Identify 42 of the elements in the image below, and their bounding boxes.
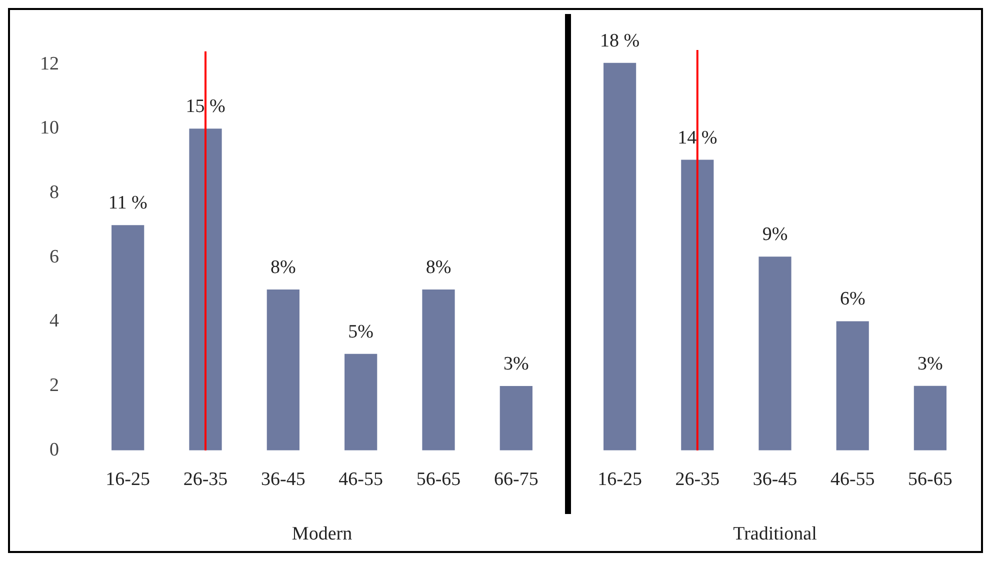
y-tick-label: 0	[50, 439, 59, 460]
x-tick-label: 56-65	[416, 468, 461, 490]
annotation: 11 %	[108, 192, 148, 214]
annotation: 3%	[918, 353, 944, 374]
y-tick-label: 10	[40, 118, 59, 139]
y-tick-label: 4	[50, 310, 60, 332]
x-axis-title: Modern	[292, 524, 353, 545]
x-tick-label: 26-35	[675, 468, 720, 490]
bar	[344, 354, 378, 450]
annotation: 8%	[426, 256, 452, 278]
annotation: 15 %	[186, 96, 226, 118]
annotation: 14 %	[678, 127, 718, 148]
annotation: 6%	[840, 288, 866, 310]
annotation: 5%	[348, 321, 374, 342]
bar	[836, 321, 869, 450]
bar	[758, 256, 792, 450]
x-tick-label: 46-55	[830, 468, 875, 490]
annotation: 18 %	[600, 30, 640, 52]
x-tick-label: 66-75	[494, 468, 538, 490]
bar	[266, 290, 300, 450]
x-tick-label: 26-35	[183, 468, 228, 490]
annotation: 8%	[270, 256, 296, 278]
annotation: 3%	[504, 354, 530, 375]
x-axis-title: Traditional	[733, 524, 817, 545]
y-tick-label: 12	[40, 53, 59, 74]
bar	[422, 290, 455, 450]
x-tick-label: 36-45	[261, 468, 306, 490]
y-tick-label: 2	[50, 375, 59, 396]
x-tick-label: 36-45	[752, 468, 798, 490]
x-tick-label: 56-65	[908, 468, 952, 490]
x-tick-label: 16-25	[598, 468, 642, 490]
x-tick-label: 46-55	[338, 468, 383, 490]
bar	[112, 225, 144, 450]
x-tick-label: 16-25	[106, 468, 150, 490]
bar	[500, 386, 532, 450]
annotation: 9%	[762, 224, 788, 246]
bar	[681, 160, 714, 450]
y-tick-label: 8	[50, 182, 59, 203]
bar	[914, 386, 946, 450]
bar	[189, 128, 222, 450]
y-tick-label: 6	[50, 246, 59, 268]
bar	[604, 62, 636, 450]
